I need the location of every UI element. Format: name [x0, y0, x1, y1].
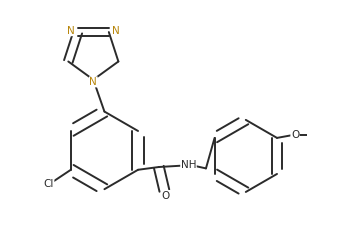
Text: O: O	[162, 191, 170, 201]
Text: O: O	[291, 130, 299, 140]
Text: N: N	[89, 77, 97, 87]
Text: NH: NH	[181, 160, 196, 170]
Text: N: N	[67, 26, 75, 36]
Text: Cl: Cl	[43, 179, 54, 189]
Text: N: N	[112, 26, 120, 36]
